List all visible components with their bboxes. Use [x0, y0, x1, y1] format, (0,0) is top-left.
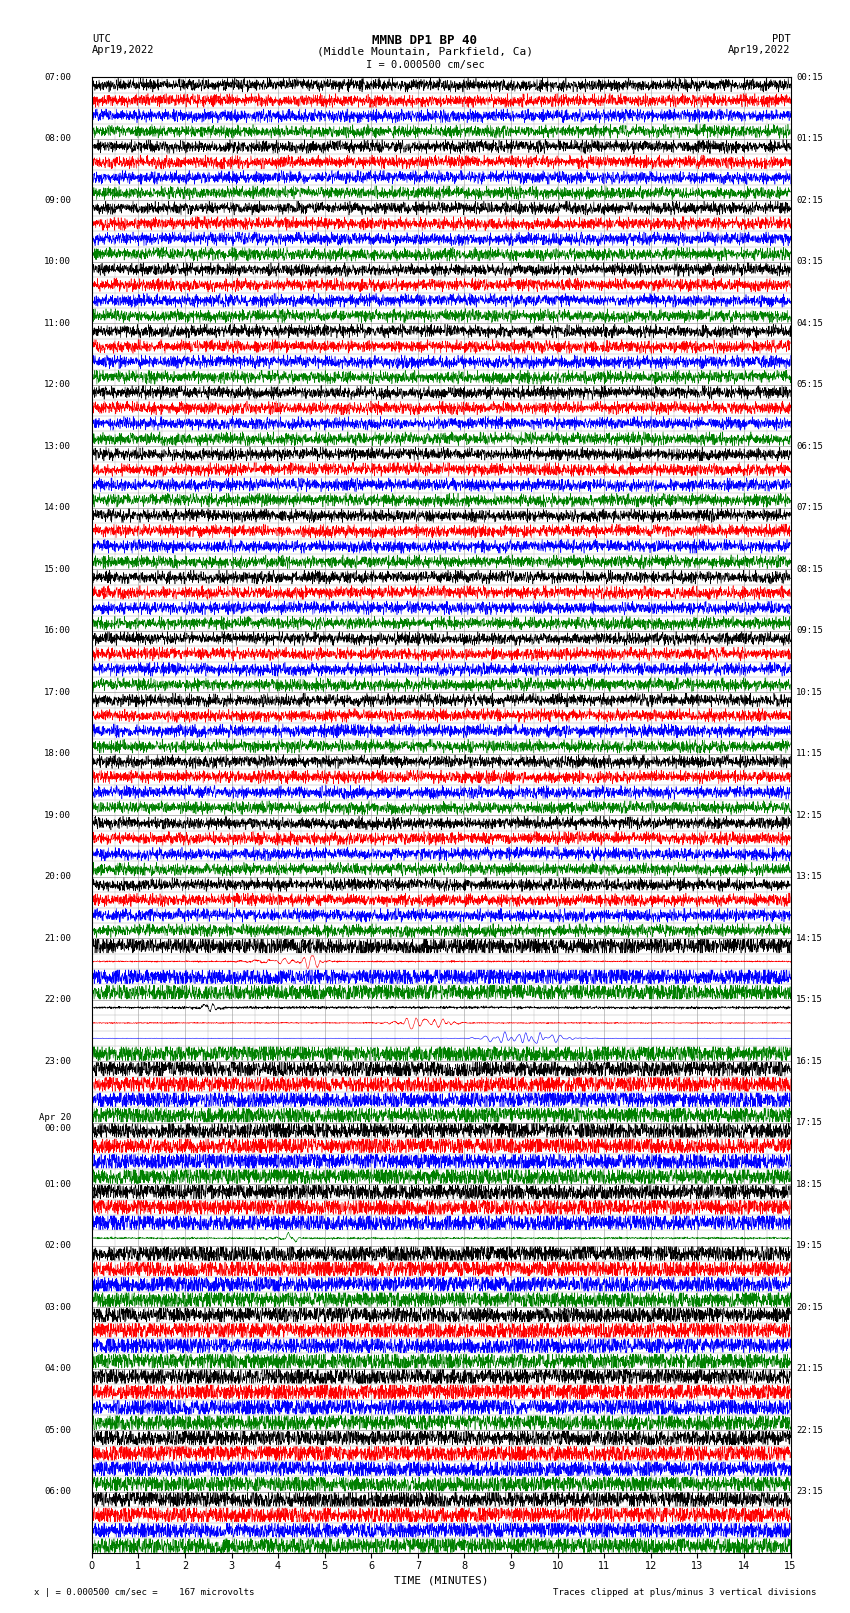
Text: 20:15: 20:15 [796, 1303, 823, 1311]
Text: 22:00: 22:00 [44, 995, 71, 1005]
Text: 17:00: 17:00 [44, 687, 71, 697]
Text: 04:15: 04:15 [796, 319, 823, 327]
Text: 23:15: 23:15 [796, 1487, 823, 1497]
Text: 19:00: 19:00 [44, 811, 71, 819]
Text: 03:15: 03:15 [796, 258, 823, 266]
Text: 12:15: 12:15 [796, 811, 823, 819]
Text: 10:00: 10:00 [44, 258, 71, 266]
Text: 02:00: 02:00 [44, 1242, 71, 1250]
Text: 21:00: 21:00 [44, 934, 71, 944]
Text: 01:15: 01:15 [796, 134, 823, 144]
Text: 01:00: 01:00 [44, 1179, 71, 1189]
Text: 10:15: 10:15 [796, 687, 823, 697]
Text: 05:00: 05:00 [44, 1426, 71, 1436]
Text: (Middle Mountain, Parkfield, Ca): (Middle Mountain, Parkfield, Ca) [317, 47, 533, 56]
Text: 23:00: 23:00 [44, 1057, 71, 1066]
Text: 21:15: 21:15 [796, 1365, 823, 1373]
Text: I = 0.000500 cm/sec: I = 0.000500 cm/sec [366, 60, 484, 69]
Text: 11:00: 11:00 [44, 319, 71, 327]
Text: 12:00: 12:00 [44, 381, 71, 389]
Text: 16:00: 16:00 [44, 626, 71, 636]
Text: 07:15: 07:15 [796, 503, 823, 513]
Text: Traces clipped at plus/minus 3 vertical divisions: Traces clipped at plus/minus 3 vertical … [552, 1587, 816, 1597]
Text: MMNB DP1 BP 40: MMNB DP1 BP 40 [372, 34, 478, 47]
Text: 18:00: 18:00 [44, 750, 71, 758]
Text: 22:15: 22:15 [796, 1426, 823, 1436]
Text: 15:15: 15:15 [796, 995, 823, 1005]
Text: 08:15: 08:15 [796, 565, 823, 574]
Text: 09:00: 09:00 [44, 195, 71, 205]
Text: 18:15: 18:15 [796, 1179, 823, 1189]
Text: Apr 20
00:00: Apr 20 00:00 [38, 1113, 71, 1132]
Text: PDT: PDT [772, 34, 791, 44]
Text: 14:15: 14:15 [796, 934, 823, 944]
Text: 05:15: 05:15 [796, 381, 823, 389]
Text: 20:00: 20:00 [44, 873, 71, 881]
Text: 02:15: 02:15 [796, 195, 823, 205]
Text: 13:15: 13:15 [796, 873, 823, 881]
Text: 03:00: 03:00 [44, 1303, 71, 1311]
Text: 17:15: 17:15 [796, 1118, 823, 1127]
Text: Apr19,2022: Apr19,2022 [728, 45, 791, 55]
Text: 06:15: 06:15 [796, 442, 823, 452]
Text: Apr19,2022: Apr19,2022 [92, 45, 155, 55]
Text: UTC: UTC [92, 34, 110, 44]
Text: 04:00: 04:00 [44, 1365, 71, 1373]
Text: 16:15: 16:15 [796, 1057, 823, 1066]
Text: x | = 0.000500 cm/sec =    167 microvolts: x | = 0.000500 cm/sec = 167 microvolts [34, 1587, 254, 1597]
Text: 07:00: 07:00 [44, 73, 71, 82]
Text: 08:00: 08:00 [44, 134, 71, 144]
Text: 13:00: 13:00 [44, 442, 71, 452]
Text: 09:15: 09:15 [796, 626, 823, 636]
X-axis label: TIME (MINUTES): TIME (MINUTES) [394, 1576, 489, 1586]
Text: 14:00: 14:00 [44, 503, 71, 513]
Text: 06:00: 06:00 [44, 1487, 71, 1497]
Text: 11:15: 11:15 [796, 750, 823, 758]
Text: 15:00: 15:00 [44, 565, 71, 574]
Text: 19:15: 19:15 [796, 1242, 823, 1250]
Text: 00:15: 00:15 [796, 73, 823, 82]
